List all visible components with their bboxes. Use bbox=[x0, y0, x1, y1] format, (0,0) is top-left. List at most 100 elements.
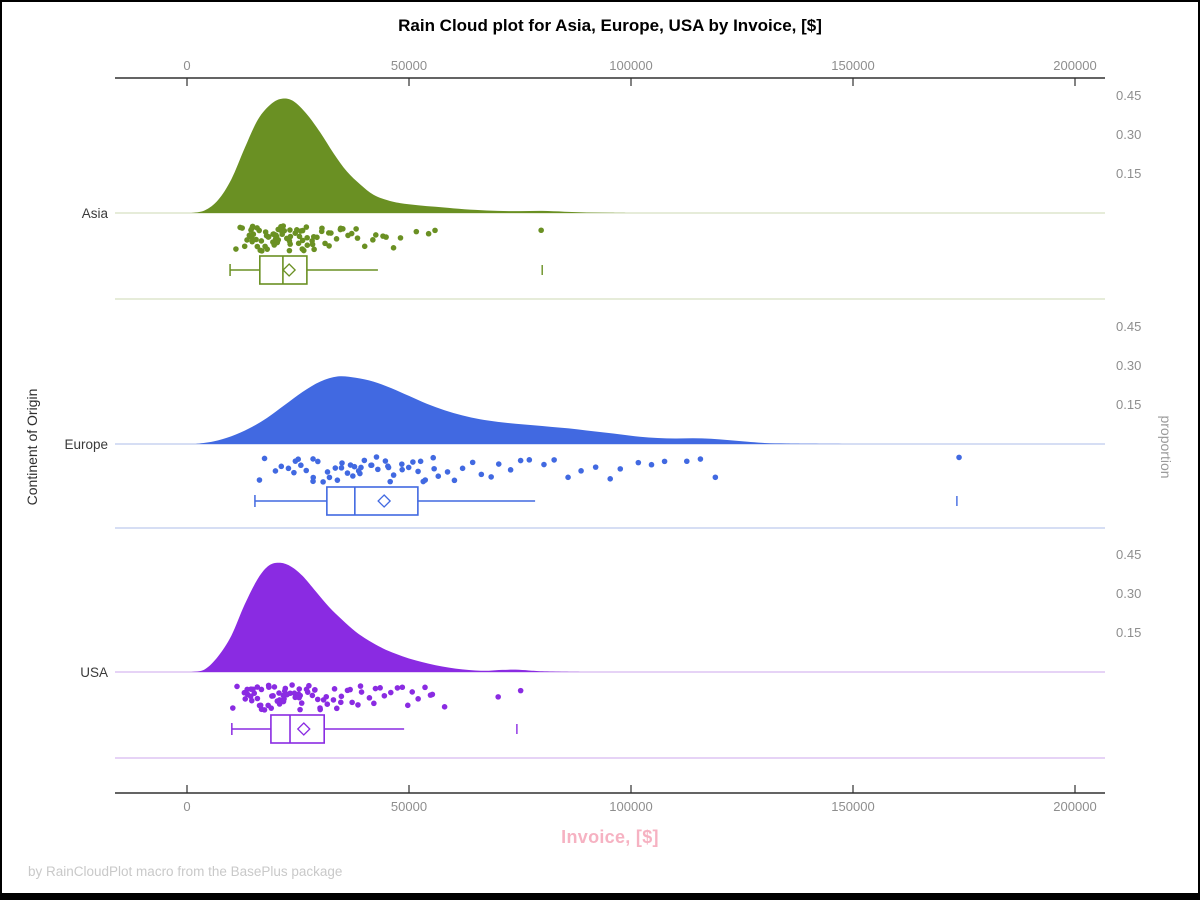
proportion-tick-label-usa: 0.30 bbox=[1116, 586, 1141, 601]
rain-point-europe bbox=[291, 469, 297, 476]
rain-point-asia bbox=[254, 225, 260, 231]
rain-point-usa bbox=[254, 695, 261, 702]
rain-point-asia bbox=[397, 235, 404, 241]
rain-point-usa bbox=[298, 700, 305, 706]
rain-point-usa bbox=[404, 702, 411, 709]
rain-point-europe bbox=[592, 464, 599, 470]
rain-point-usa bbox=[358, 689, 365, 695]
rain-point-europe bbox=[357, 470, 363, 477]
rain-point-usa bbox=[357, 683, 364, 689]
rain-point-usa bbox=[268, 705, 275, 711]
category-label-usa: USA bbox=[80, 665, 108, 680]
rain-point-europe bbox=[315, 458, 321, 465]
rain-point-usa bbox=[271, 684, 278, 690]
rain-point-usa bbox=[409, 689, 416, 695]
rain-point-asia bbox=[304, 242, 311, 249]
rain-point-asia bbox=[372, 232, 379, 238]
rain-point-europe bbox=[683, 458, 690, 465]
rain-point-usa bbox=[244, 686, 251, 693]
rain-point-europe bbox=[607, 476, 614, 482]
rain-point-usa bbox=[415, 696, 421, 702]
rain-point-usa bbox=[324, 701, 331, 708]
rain-point-europe bbox=[478, 471, 485, 478]
rain-point-usa bbox=[441, 704, 448, 710]
rain-point-usa bbox=[517, 687, 524, 694]
chart-title: Rain Cloud plot for Asia, Europe, USA by… bbox=[398, 16, 822, 35]
rain-point-usa bbox=[230, 705, 236, 711]
rain-point-europe bbox=[635, 459, 642, 466]
rain-point-usa bbox=[495, 694, 501, 700]
rain-point-europe bbox=[375, 466, 381, 473]
rain-point-asia bbox=[333, 236, 340, 242]
rain-point-europe bbox=[430, 454, 437, 461]
rain-point-asia bbox=[278, 223, 284, 230]
rain-point-europe bbox=[435, 473, 442, 480]
rain-point-usa bbox=[399, 684, 406, 691]
rain-point-europe bbox=[417, 458, 424, 465]
rain-point-europe bbox=[431, 465, 437, 472]
rain-point-asia bbox=[303, 224, 310, 230]
rain-point-europe bbox=[956, 454, 962, 461]
rain-point-usa bbox=[312, 686, 318, 693]
rain-point-europe bbox=[278, 463, 285, 470]
x-tick-label-bottom: 200000 bbox=[1053, 799, 1096, 814]
rain-point-europe bbox=[272, 468, 279, 474]
x-tick-label-top: 50000 bbox=[391, 58, 427, 73]
rain-point-usa bbox=[306, 682, 312, 689]
rain-point-europe bbox=[451, 477, 458, 484]
rain-point-europe bbox=[495, 461, 502, 467]
rain-point-asia bbox=[538, 227, 544, 234]
rain-point-usa bbox=[366, 695, 373, 701]
rain-point-europe bbox=[459, 465, 466, 472]
rain-point-usa bbox=[355, 702, 361, 708]
rain-point-europe bbox=[385, 463, 391, 469]
rain-point-europe bbox=[373, 454, 380, 460]
rain-point-usa bbox=[377, 685, 383, 691]
density-cloud-europe bbox=[195, 376, 853, 444]
rain-point-asia bbox=[263, 232, 270, 239]
rain-point-asia bbox=[272, 235, 279, 242]
rain-point-europe bbox=[541, 461, 547, 468]
rain-point-europe bbox=[338, 465, 345, 471]
proportion-tick-label-asia: 0.30 bbox=[1116, 127, 1141, 142]
rain-point-asia bbox=[250, 231, 257, 238]
rain-point-europe bbox=[303, 467, 310, 474]
rain-point-europe bbox=[617, 466, 624, 472]
rain-point-asia bbox=[345, 232, 351, 239]
rain-point-asia bbox=[326, 243, 332, 249]
rain-point-europe bbox=[507, 467, 514, 473]
rain-point-asia bbox=[354, 235, 361, 241]
rain-point-usa bbox=[381, 692, 388, 699]
rain-point-usa bbox=[349, 699, 355, 706]
rain-point-asia bbox=[432, 227, 438, 234]
rain-point-asia bbox=[286, 247, 293, 254]
rain-point-asia bbox=[295, 240, 302, 247]
mean-diamond-usa bbox=[296, 722, 311, 736]
rain-point-asia bbox=[287, 227, 293, 233]
x-axis-title: Invoice, [$] bbox=[561, 827, 659, 847]
rain-point-europe bbox=[469, 459, 476, 466]
rain-point-europe bbox=[361, 457, 368, 464]
density-cloud-asia bbox=[191, 98, 631, 213]
rain-point-europe bbox=[410, 459, 416, 465]
rain-point-asia bbox=[249, 225, 255, 232]
rain-point-europe bbox=[368, 462, 375, 469]
rain-point-usa bbox=[347, 686, 353, 693]
rain-point-europe bbox=[310, 456, 316, 462]
rain-point-asia bbox=[309, 241, 316, 248]
rain-point-usa bbox=[289, 682, 295, 688]
rain-point-usa bbox=[297, 706, 303, 713]
rain-point-usa bbox=[276, 697, 283, 703]
rain-point-asia bbox=[413, 228, 420, 235]
rain-point-usa bbox=[372, 685, 379, 692]
rain-point-asia bbox=[299, 246, 306, 252]
rain-point-europe bbox=[387, 478, 393, 485]
rain-point-europe bbox=[697, 456, 704, 462]
rain-point-asia bbox=[310, 233, 317, 240]
x-tick-label-bottom: 0 bbox=[183, 799, 190, 814]
rain-point-europe bbox=[390, 472, 397, 478]
rain-point-asia bbox=[296, 233, 303, 240]
rain-point-asia bbox=[233, 246, 239, 252]
proportion-tick-label-europe: 0.30 bbox=[1116, 358, 1141, 373]
rain-point-europe bbox=[334, 477, 341, 483]
